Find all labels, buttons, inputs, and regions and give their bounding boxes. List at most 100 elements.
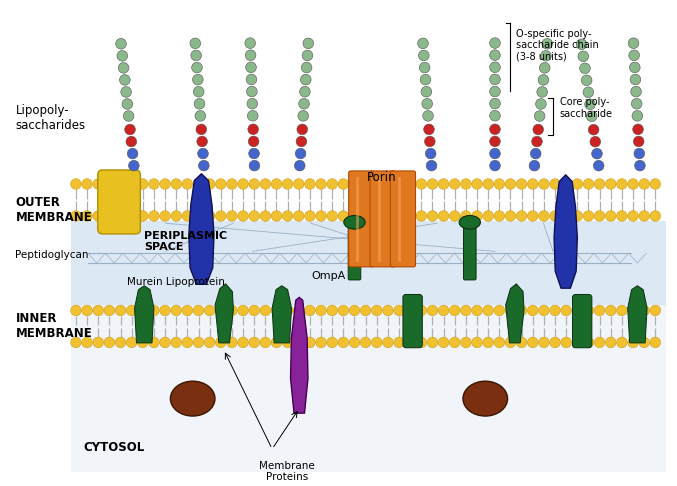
Circle shape xyxy=(531,136,542,147)
Circle shape xyxy=(137,179,148,190)
Circle shape xyxy=(483,210,494,221)
Circle shape xyxy=(585,99,595,110)
Circle shape xyxy=(120,74,130,85)
Circle shape xyxy=(93,337,104,348)
Circle shape xyxy=(590,137,600,147)
Circle shape xyxy=(338,305,349,316)
Circle shape xyxy=(248,124,259,135)
Circle shape xyxy=(561,337,571,348)
Circle shape xyxy=(248,136,259,147)
Circle shape xyxy=(542,38,552,49)
Circle shape xyxy=(561,210,571,221)
Circle shape xyxy=(271,305,282,316)
Circle shape xyxy=(494,337,504,348)
Circle shape xyxy=(194,87,204,97)
Circle shape xyxy=(530,148,541,159)
Circle shape xyxy=(247,110,258,121)
Circle shape xyxy=(338,179,349,190)
Circle shape xyxy=(338,337,349,348)
Circle shape xyxy=(489,50,500,60)
Circle shape xyxy=(104,179,114,190)
Circle shape xyxy=(204,305,215,316)
Circle shape xyxy=(372,179,382,190)
Circle shape xyxy=(82,210,93,221)
Circle shape xyxy=(541,51,551,61)
Circle shape xyxy=(583,305,594,316)
Circle shape xyxy=(416,337,427,348)
Circle shape xyxy=(538,74,549,85)
Circle shape xyxy=(489,148,500,159)
Circle shape xyxy=(271,210,282,221)
Circle shape xyxy=(460,179,471,190)
Circle shape xyxy=(539,210,549,221)
Circle shape xyxy=(617,210,627,221)
Circle shape xyxy=(104,337,114,348)
Circle shape xyxy=(628,210,638,221)
Circle shape xyxy=(127,179,137,190)
Circle shape xyxy=(489,62,500,72)
Circle shape xyxy=(372,305,382,316)
Circle shape xyxy=(460,337,471,348)
Circle shape xyxy=(394,337,404,348)
Circle shape xyxy=(630,74,640,85)
Circle shape xyxy=(631,87,641,97)
Circle shape xyxy=(438,179,449,190)
Circle shape xyxy=(349,210,359,221)
Circle shape xyxy=(248,148,259,159)
Circle shape xyxy=(171,179,181,190)
Circle shape xyxy=(550,337,561,348)
Circle shape xyxy=(127,148,138,159)
Circle shape xyxy=(628,337,638,348)
Circle shape xyxy=(539,337,549,348)
Circle shape xyxy=(160,179,171,190)
Text: Porin: Porin xyxy=(367,171,397,184)
Circle shape xyxy=(238,210,248,221)
Circle shape xyxy=(294,160,305,171)
Circle shape xyxy=(617,179,627,190)
Circle shape xyxy=(246,74,257,85)
Circle shape xyxy=(505,210,516,221)
Circle shape xyxy=(298,110,309,121)
Circle shape xyxy=(300,87,310,97)
FancyBboxPatch shape xyxy=(464,226,476,280)
Circle shape xyxy=(472,305,483,316)
Circle shape xyxy=(249,337,259,348)
Circle shape xyxy=(529,160,540,171)
Circle shape xyxy=(104,305,114,316)
Circle shape xyxy=(191,50,202,61)
Circle shape xyxy=(561,179,571,190)
Circle shape xyxy=(405,337,416,348)
Circle shape xyxy=(249,160,260,171)
Circle shape xyxy=(204,179,215,190)
Polygon shape xyxy=(215,284,234,343)
Circle shape xyxy=(70,305,81,316)
Polygon shape xyxy=(272,286,292,343)
Circle shape xyxy=(650,337,661,348)
Circle shape xyxy=(425,148,436,159)
Circle shape xyxy=(533,124,544,135)
Circle shape xyxy=(93,210,104,221)
Circle shape xyxy=(639,305,649,316)
Circle shape xyxy=(572,305,583,316)
Circle shape xyxy=(301,62,312,73)
Circle shape xyxy=(260,179,271,190)
Circle shape xyxy=(527,179,538,190)
Circle shape xyxy=(303,38,313,49)
Circle shape xyxy=(593,160,604,171)
Polygon shape xyxy=(135,286,154,343)
Circle shape xyxy=(195,110,206,121)
Circle shape xyxy=(327,210,338,221)
Circle shape xyxy=(338,210,349,221)
Circle shape xyxy=(127,337,137,348)
Circle shape xyxy=(182,305,193,316)
Text: OmpA: OmpA xyxy=(311,271,345,281)
Text: INNER
MEMBRANE: INNER MEMBRANE xyxy=(16,312,92,340)
FancyBboxPatch shape xyxy=(573,295,592,348)
Circle shape xyxy=(472,210,483,221)
Circle shape xyxy=(550,305,561,316)
Circle shape xyxy=(271,337,282,348)
Circle shape xyxy=(505,305,516,316)
Circle shape xyxy=(427,210,438,221)
Circle shape xyxy=(182,179,193,190)
Circle shape xyxy=(583,179,594,190)
